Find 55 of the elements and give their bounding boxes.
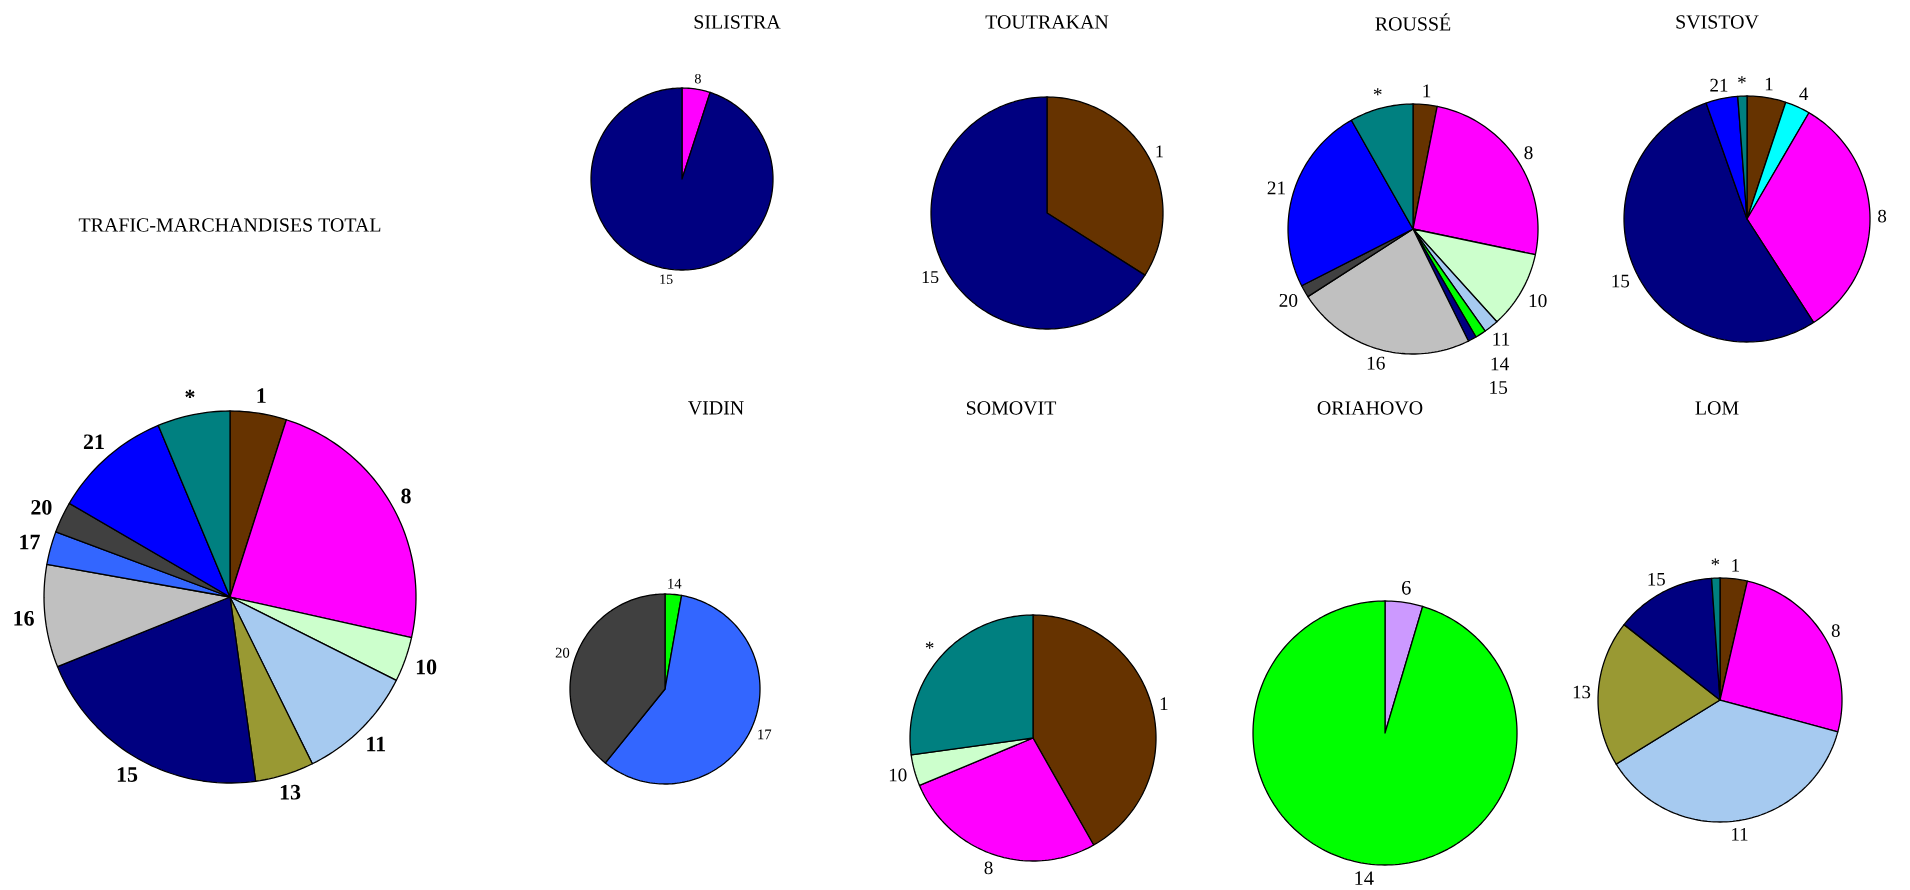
slice-label: * bbox=[185, 389, 195, 399]
slice-label: * bbox=[1373, 88, 1382, 96]
chart-title: TOUTRAKAN bbox=[985, 15, 1109, 29]
slice-label: 1 bbox=[1156, 145, 1163, 158]
slice-label: 21 bbox=[83, 434, 104, 449]
chart-title: SVISTOV bbox=[1676, 15, 1759, 29]
slice-label: 15 bbox=[922, 271, 939, 284]
chart-title: LOM bbox=[1695, 401, 1739, 415]
slice-label: 15 bbox=[1490, 381, 1508, 394]
slice-label: 16 bbox=[14, 610, 34, 626]
slice-label: 10 bbox=[1529, 294, 1547, 308]
slice-label: 1 bbox=[1160, 697, 1168, 710]
slice-label: 11 bbox=[367, 736, 386, 752]
slice-label: * bbox=[1738, 76, 1746, 84]
slice-label: 11 bbox=[1732, 827, 1748, 841]
slice-label: 8 bbox=[694, 73, 701, 84]
slice-label: 20 bbox=[555, 647, 570, 658]
slice-label: * bbox=[925, 641, 934, 649]
slice-label: 20 bbox=[31, 499, 52, 515]
slice-label: 1 bbox=[1765, 77, 1773, 91]
slice-label: 15 bbox=[1648, 572, 1665, 586]
slice-label: 16 bbox=[1367, 356, 1385, 370]
slice-label: 10 bbox=[416, 659, 437, 675]
slice-label: 20 bbox=[1279, 293, 1298, 307]
slice-label: 11 bbox=[1493, 332, 1510, 346]
slice-label: 4 bbox=[1799, 87, 1809, 101]
slice-label: 8 bbox=[984, 861, 993, 875]
slice-label: 6 bbox=[1402, 580, 1411, 595]
slice-label: 8 bbox=[401, 488, 411, 504]
chart-title: SILISTRA bbox=[694, 15, 781, 29]
slice-label: 13 bbox=[1573, 685, 1591, 699]
slice-label: * bbox=[1711, 558, 1720, 566]
slice-label: 21 bbox=[1267, 181, 1285, 195]
slice-label: 14 bbox=[668, 578, 682, 589]
slice-label: 8 bbox=[1831, 624, 1840, 637]
chart-title: SOMOVIT bbox=[966, 401, 1057, 415]
slice-label: 17 bbox=[758, 729, 772, 740]
slice-label: 17 bbox=[20, 534, 40, 550]
chart-title: ROUSSÉ bbox=[1375, 13, 1451, 31]
slice-label: 14 bbox=[1355, 871, 1374, 885]
slice-label: 8 bbox=[1878, 209, 1887, 223]
chart-title: ORIAHOVO bbox=[1317, 401, 1423, 415]
slice-label: 15 bbox=[660, 274, 673, 284]
slice-label: 15 bbox=[117, 767, 138, 782]
slice-label: 1 bbox=[1732, 559, 1739, 572]
chart-title: VIDIN bbox=[688, 401, 744, 415]
slice-label: 13 bbox=[280, 784, 301, 800]
slice-label: 21 bbox=[1710, 78, 1728, 92]
slice-label: 8 bbox=[1524, 146, 1533, 160]
chart-title: TRAFIC-MARCHANDISES TOTAL bbox=[78, 218, 381, 232]
slice-label: 1 bbox=[257, 388, 266, 403]
slice-label: 1 bbox=[1423, 84, 1431, 98]
slice-label: 15 bbox=[1612, 274, 1630, 288]
slice-label: 14 bbox=[1491, 357, 1509, 371]
slice-label: 10 bbox=[889, 768, 907, 782]
